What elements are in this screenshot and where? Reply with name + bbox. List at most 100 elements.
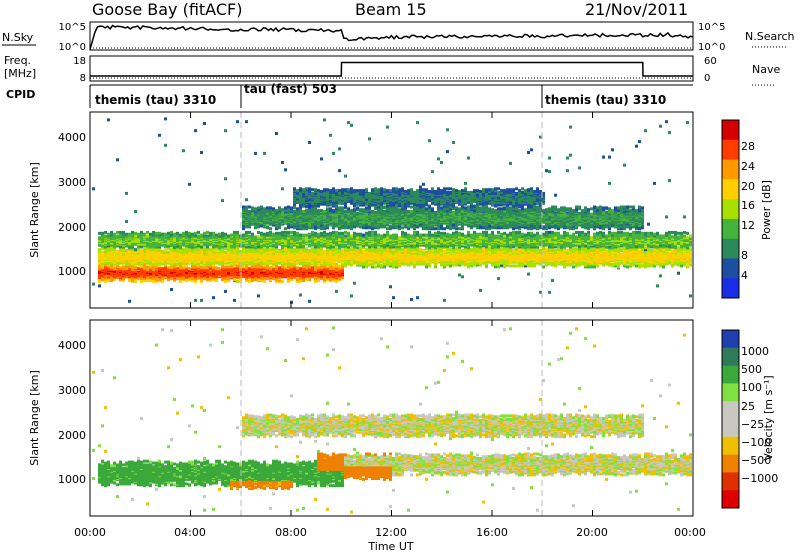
- power-cell: [152, 262, 155, 266]
- power-cell: [107, 248, 110, 252]
- power-cell: [125, 232, 128, 236]
- power-cell: [320, 247, 323, 251]
- power-cell: [119, 232, 122, 236]
- power-cell: [212, 236, 215, 240]
- power-cell: [128, 299, 131, 303]
- power-cell: [308, 262, 311, 266]
- power-cell: [263, 207, 266, 211]
- power-cell: [269, 230, 272, 234]
- power-cell: [224, 232, 227, 236]
- power-cell: [173, 278, 176, 282]
- power-cell: [164, 262, 167, 266]
- power-cell: [170, 248, 173, 252]
- power-cell: [110, 263, 113, 267]
- power-cell: [152, 279, 155, 283]
- power-cell: [92, 187, 95, 191]
- power-cell: [311, 247, 314, 251]
- power-cell: [185, 235, 188, 239]
- power-cell: [236, 120, 239, 124]
- power-cell: [125, 220, 128, 223]
- power-cell: [338, 231, 341, 235]
- power-cell: [149, 278, 152, 282]
- power-cell: [248, 234, 251, 238]
- power-cell: [182, 149, 185, 153]
- power-cell: [335, 233, 338, 237]
- power-cell: [209, 233, 212, 237]
- power-cell: [170, 249, 173, 253]
- power-cell: [110, 260, 113, 264]
- power-cell: [158, 277, 161, 281]
- power-cell: [224, 289, 227, 293]
- power-cell: [332, 266, 335, 270]
- power-cell: [200, 233, 203, 237]
- power-cell: [260, 205, 263, 209]
- power-cell: [251, 249, 254, 253]
- power-cell: [113, 245, 116, 249]
- power-cell: [206, 262, 209, 266]
- power-cell: [266, 277, 269, 281]
- power-cell: [236, 264, 239, 268]
- power-cell: [317, 189, 320, 193]
- power-cell: [179, 246, 182, 250]
- power-cell: [197, 234, 200, 238]
- power-cell: [101, 250, 104, 254]
- power-cell: [125, 266, 128, 270]
- power-cell: [104, 263, 107, 267]
- power-cell: [362, 265, 365, 269]
- power-cell: [188, 182, 191, 186]
- power-cell: [176, 262, 179, 266]
- power-cell: [167, 236, 170, 240]
- power-cell: [197, 259, 200, 263]
- power-cell: [170, 244, 173, 248]
- power-cell: [191, 264, 194, 268]
- power-cell: [212, 233, 215, 237]
- power-cell: [146, 234, 149, 238]
- power-cell: [179, 279, 182, 283]
- power-cell: [194, 298, 197, 302]
- power-cell: [149, 263, 152, 267]
- power-cell: [134, 210, 137, 213]
- power-cell: [314, 188, 317, 192]
- freq-label: Freq.: [4, 54, 31, 67]
- power-cell: [98, 261, 101, 265]
- power-cell: [296, 189, 299, 193]
- power-cell: [164, 266, 167, 270]
- power-cell: [227, 246, 230, 250]
- power-cell: [200, 259, 203, 263]
- power-cell: [308, 249, 311, 252]
- power-cell: [188, 267, 191, 271]
- cpid-segment-3: themis (tau) 3310: [545, 93, 666, 107]
- power-cell: [209, 262, 212, 266]
- power-cell: [275, 235, 278, 239]
- power-cell: [350, 294, 353, 298]
- power-cell: [350, 187, 353, 191]
- power-cell: [98, 284, 101, 288]
- power-cell: [245, 205, 248, 209]
- power-cell: [287, 230, 290, 234]
- power-cell: [359, 189, 362, 193]
- power-cell: [314, 231, 317, 235]
- power-cell: [320, 227, 323, 231]
- power-cell: [209, 248, 212, 252]
- power-cell: [263, 151, 266, 155]
- power-cell: [107, 278, 110, 282]
- power-cell: [296, 231, 299, 235]
- power-cell: [128, 265, 131, 269]
- power-cell: [311, 266, 314, 270]
- power-cell: [254, 235, 257, 239]
- power-cell: [101, 262, 104, 266]
- power-cell: [224, 276, 227, 280]
- power-cell: [311, 235, 314, 239]
- power-cell: [251, 206, 254, 210]
- power-cell: [122, 279, 125, 282]
- power-cell: [329, 133, 332, 137]
- power-cell: [341, 231, 344, 235]
- power-cell: [152, 265, 155, 269]
- power-cell: [353, 208, 356, 212]
- power-cell: [119, 247, 122, 251]
- power-cell: [260, 224, 263, 228]
- power-cell: [146, 267, 149, 271]
- power-cell: [320, 192, 323, 196]
- power-cell: [188, 234, 191, 238]
- power-cell: [218, 267, 221, 271]
